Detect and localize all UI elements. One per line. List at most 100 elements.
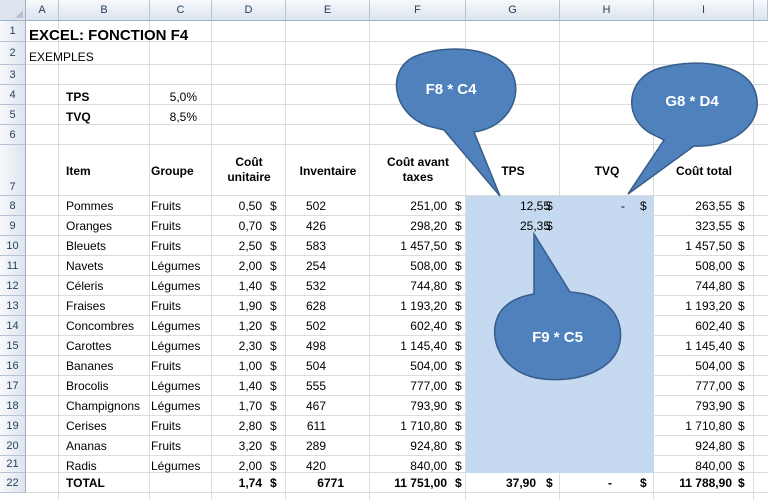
cell-currency[interactable]: $ xyxy=(455,239,462,253)
row-header-19[interactable]: 19 xyxy=(0,416,26,436)
cell-currency[interactable]: $ xyxy=(270,299,277,313)
column-header-c[interactable]: C xyxy=(150,0,212,21)
cell-currency[interactable]: $ xyxy=(455,399,462,413)
cell-item[interactable]: Fraises xyxy=(66,299,106,313)
cell-cout-unitaire[interactable]: 1,00 xyxy=(238,359,262,373)
row-header-18[interactable]: 18 xyxy=(0,396,26,416)
row-header-11[interactable]: 11 xyxy=(0,256,26,276)
cell-item[interactable]: Cerises xyxy=(66,419,107,433)
cell-currency[interactable]: $ xyxy=(270,319,277,333)
cell-groupe[interactable]: Légumes xyxy=(151,459,201,473)
cell-inventaire[interactable]: 498 xyxy=(305,339,326,353)
cell-cout-avant-taxes[interactable]: 744,80 xyxy=(410,279,447,293)
cell-currency[interactable]: $ xyxy=(640,476,647,490)
cell-groupe[interactable]: Fruits xyxy=(151,439,181,453)
cell-cout-unitaire[interactable]: 3,20 xyxy=(238,439,262,453)
cell-currency[interactable]: $ xyxy=(270,399,277,413)
row-header-9[interactable]: 9 xyxy=(0,216,26,236)
sheet-title[interactable]: EXCEL: FONCTION F4 xyxy=(29,27,189,44)
row-header-8[interactable]: 8 xyxy=(0,196,26,216)
cell-inventaire[interactable]: 502 xyxy=(305,319,326,333)
cell-currency[interactable]: $ xyxy=(546,199,553,213)
rate-value-tvq[interactable]: 8,5% xyxy=(169,110,197,124)
cell-currency[interactable]: $ xyxy=(738,319,745,333)
column-header-f[interactable]: F xyxy=(370,0,466,21)
header-cout-line2[interactable]: unitaire xyxy=(227,170,271,184)
cell-item[interactable]: Ananas xyxy=(66,439,107,453)
cell-inventaire[interactable]: 420 xyxy=(305,459,326,473)
cell-groupe[interactable]: Légumes xyxy=(151,319,201,333)
row-header-21[interactable]: 21 xyxy=(0,456,26,473)
cell-currency[interactable]: $ xyxy=(546,219,553,233)
cell-cout-total[interactable]: 744,80 xyxy=(695,279,732,293)
cell-currency[interactable]: $ xyxy=(270,379,277,393)
cell-currency[interactable]: $ xyxy=(455,379,462,393)
cell-currency[interactable]: $ xyxy=(270,239,277,253)
cell-cout-unitaire[interactable]: 2,00 xyxy=(238,459,262,473)
rate-label-tps[interactable]: TPS xyxy=(66,90,90,104)
cell-inventaire[interactable]: 426 xyxy=(305,219,326,233)
cell-groupe[interactable]: Fruits xyxy=(151,359,181,373)
cell-item[interactable]: Brocolis xyxy=(66,379,109,393)
cell-cout-avant-taxes[interactable]: 251,00 xyxy=(410,199,447,213)
cell-cout-total[interactable]: 602,40 xyxy=(695,319,732,333)
header-cout-total[interactable]: Coût total xyxy=(676,164,732,178)
cell-inventaire[interactable]: 502 xyxy=(305,199,326,213)
cell-inventaire[interactable]: 504 xyxy=(305,359,326,373)
total-label[interactable]: TOTAL xyxy=(66,476,105,490)
select-all-corner[interactable] xyxy=(0,0,26,21)
header-tps[interactable]: TPS xyxy=(501,164,525,178)
cell-item[interactable]: Céleris xyxy=(66,279,104,293)
cell-cout-total[interactable]: 1 145,40 xyxy=(685,339,732,353)
cell-currency[interactable]: $ xyxy=(270,279,277,293)
row-header-6[interactable]: 6 xyxy=(0,125,26,145)
row-header-5[interactable]: 5 xyxy=(0,105,26,125)
cell-cout-unitaire[interactable]: 0,50 xyxy=(238,199,262,213)
cell-cout-unitaire[interactable]: 0,70 xyxy=(238,219,262,233)
cell-currency[interactable]: $ xyxy=(738,399,745,413)
cell-currency[interactable]: $ xyxy=(270,199,277,213)
cell-groupe[interactable]: Légumes xyxy=(151,379,201,393)
cell-cout-avant-taxes[interactable]: 1 193,20 xyxy=(400,299,447,313)
cell-cout-total[interactable]: 840,00 xyxy=(695,459,732,473)
cell-currency[interactable]: $ xyxy=(270,339,277,353)
row-header-2[interactable]: 2 xyxy=(0,42,26,65)
cell-currency[interactable]: $ xyxy=(738,199,745,213)
cell-groupe[interactable]: Fruits xyxy=(151,419,181,433)
row-header-13[interactable]: 13 xyxy=(0,296,26,316)
cell-currency[interactable]: $ xyxy=(738,239,745,253)
cell-groupe[interactable]: Fruits xyxy=(151,239,181,253)
cell-item[interactable]: Carottes xyxy=(66,339,112,353)
cell-cout-unitaire[interactable]: 1,90 xyxy=(238,299,262,313)
cell-cout-avant-taxes[interactable]: 1 457,50 xyxy=(400,239,447,253)
cell-currency[interactable]: $ xyxy=(738,279,745,293)
cell-cout-unitaire[interactable]: 1,20 xyxy=(238,319,262,333)
cell-inventaire[interactable]: 467 xyxy=(305,399,326,413)
cell-currency[interactable]: $ xyxy=(738,259,745,273)
cell-currency[interactable]: $ xyxy=(455,219,462,233)
cell-currency[interactable]: $ xyxy=(738,299,745,313)
cell-cout-unitaire[interactable]: 1,70 xyxy=(238,399,262,413)
row-header-3[interactable]: 3 xyxy=(0,65,26,85)
cell-cout-total[interactable]: 793,90 xyxy=(695,399,732,413)
total-cout-avant-taxes[interactable]: 11 751,00 xyxy=(394,476,447,490)
cell-currency[interactable]: $ xyxy=(546,476,553,490)
cell-currency[interactable]: $ xyxy=(455,419,462,433)
cell-currency[interactable]: $ xyxy=(270,439,277,453)
cell-cout-unitaire[interactable]: 1,40 xyxy=(238,279,262,293)
cell-cout-unitaire[interactable]: 2,80 xyxy=(238,419,262,433)
row-header-10[interactable]: 10 xyxy=(0,236,26,256)
cell-inventaire[interactable]: 628 xyxy=(305,299,326,313)
cell-currency[interactable]: $ xyxy=(270,359,277,373)
cell-cout-avant-taxes[interactable]: 924,80 xyxy=(410,439,447,453)
total-tvq[interactable]: - xyxy=(608,476,612,490)
cell-cout-avant-taxes[interactable]: 298,20 xyxy=(410,219,447,233)
header-groupe[interactable]: Groupe xyxy=(151,164,194,178)
cell-cout-total[interactable]: 777,00 xyxy=(695,379,732,393)
column-header-d[interactable]: D xyxy=(212,0,286,21)
header-tvq[interactable]: TVQ xyxy=(594,164,620,178)
cell-currency[interactable]: $ xyxy=(455,459,462,473)
cell-currency[interactable]: $ xyxy=(455,259,462,273)
cell-cout-total[interactable]: 323,55 xyxy=(695,219,732,233)
